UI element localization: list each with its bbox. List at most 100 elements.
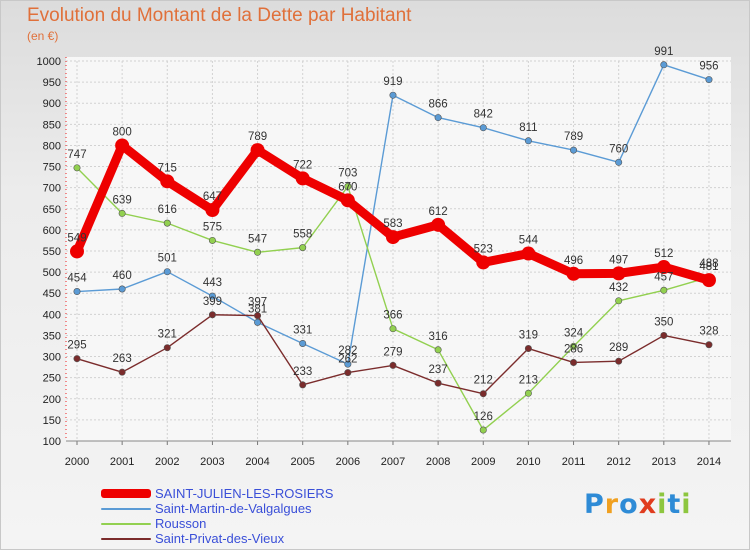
data-label: 457 <box>654 271 673 283</box>
data-point <box>73 288 81 296</box>
data-label: 289 <box>609 342 628 354</box>
y-tick-label: 750 <box>43 162 61 174</box>
data-point <box>299 244 307 252</box>
data-label: 321 <box>158 329 177 341</box>
x-tick-label: 2004 <box>245 456 269 468</box>
data-label: 670 <box>338 181 357 193</box>
data-label: 350 <box>654 316 673 328</box>
data-label: 919 <box>383 76 402 88</box>
data-point <box>476 255 491 270</box>
data-point <box>615 158 623 166</box>
logo-letter: i <box>657 489 668 520</box>
x-tick-label: 2009 <box>471 456 495 468</box>
y-tick-label: 500 <box>43 267 61 279</box>
data-point <box>163 219 171 227</box>
logo-letter: P <box>584 489 605 520</box>
x-tick-label: 2005 <box>290 456 314 468</box>
data-point <box>208 311 216 319</box>
data-point <box>611 266 626 281</box>
data-label: 481 <box>699 261 718 273</box>
data-point <box>70 244 84 259</box>
legend-swatch <box>101 537 151 540</box>
y-tick-label: 250 <box>43 373 61 385</box>
data-point <box>254 318 262 326</box>
data-point <box>118 209 126 217</box>
x-tick-label: 2002 <box>155 456 179 468</box>
logo-letter: t <box>667 489 682 520</box>
data-label: 703 <box>338 167 357 179</box>
data-point <box>254 312 262 320</box>
data-point <box>118 368 126 376</box>
data-label: 956 <box>699 61 718 73</box>
data-label: 501 <box>158 253 177 265</box>
data-label: 789 <box>248 131 267 143</box>
data-label: 432 <box>609 282 628 294</box>
data-point <box>615 297 623 305</box>
logo-letter: o <box>619 489 639 520</box>
legend-swatch <box>101 489 151 498</box>
data-label: 233 <box>293 366 312 378</box>
data-point <box>160 174 175 189</box>
data-label: 126 <box>474 411 493 423</box>
data-label: 616 <box>158 204 177 216</box>
data-point <box>479 124 487 132</box>
logo-letter: x <box>638 489 658 520</box>
data-point <box>344 182 352 190</box>
data-label: 319 <box>519 330 538 342</box>
data-label: 397 <box>248 297 267 309</box>
legend-label: Rousson <box>155 516 207 531</box>
x-tick-label: 2011 <box>562 456 586 468</box>
data-label: 262 <box>338 354 357 366</box>
data-point <box>524 389 532 397</box>
data-point <box>344 360 352 368</box>
data-point <box>660 331 668 339</box>
data-point <box>295 171 310 186</box>
data-label: 295 <box>67 340 86 352</box>
data-label: 549 <box>67 232 86 244</box>
y-tick-label: 1000 <box>37 56 61 68</box>
y-tick-label: 450 <box>43 288 61 300</box>
x-tick-label: 2007 <box>381 456 405 468</box>
data-point <box>340 193 355 208</box>
x-tick-label: 2014 <box>697 456 721 468</box>
data-point <box>479 426 487 434</box>
y-tick-label: 650 <box>43 204 61 216</box>
data-point <box>566 266 581 281</box>
data-label: 583 <box>383 218 402 230</box>
y-tick-label: 700 <box>43 183 61 195</box>
data-label: 544 <box>519 235 539 247</box>
data-point <box>705 76 713 84</box>
data-label: 612 <box>429 206 448 218</box>
data-label: 460 <box>113 270 132 282</box>
data-point <box>163 268 171 276</box>
data-label: 324 <box>564 327 584 339</box>
data-point <box>389 91 397 99</box>
x-tick-label: 2008 <box>426 456 450 468</box>
y-tick-label: 400 <box>43 309 61 321</box>
data-point <box>705 341 713 349</box>
data-label: 647 <box>203 191 222 203</box>
x-tick-label: 2001 <box>110 456 134 468</box>
y-tick-label: 200 <box>43 394 61 406</box>
data-label: 747 <box>67 149 86 161</box>
chart-legend: SAINT-JULIEN-LES-ROSIERS Saint-Martin-de-… <box>101 486 333 546</box>
legend-item: Saint-Privat-des-Vieux <box>101 531 333 546</box>
y-tick-label: 600 <box>43 225 61 237</box>
legend-swatch <box>101 507 151 510</box>
data-point <box>521 246 536 261</box>
data-point <box>570 342 578 350</box>
logo-letter: i <box>681 489 692 520</box>
x-tick-label: 2000 <box>65 456 89 468</box>
y-tick-label: 350 <box>43 330 61 342</box>
data-label: 213 <box>519 374 538 386</box>
data-point <box>344 369 352 377</box>
data-point <box>254 248 262 256</box>
data-label: 279 <box>383 346 402 358</box>
data-label: 328 <box>699 326 718 338</box>
x-tick-label: 2012 <box>606 456 630 468</box>
data-label: 399 <box>203 296 222 308</box>
data-label: 547 <box>248 233 267 245</box>
y-tick-label: 100 <box>43 436 61 448</box>
data-label: 443 <box>203 277 222 289</box>
